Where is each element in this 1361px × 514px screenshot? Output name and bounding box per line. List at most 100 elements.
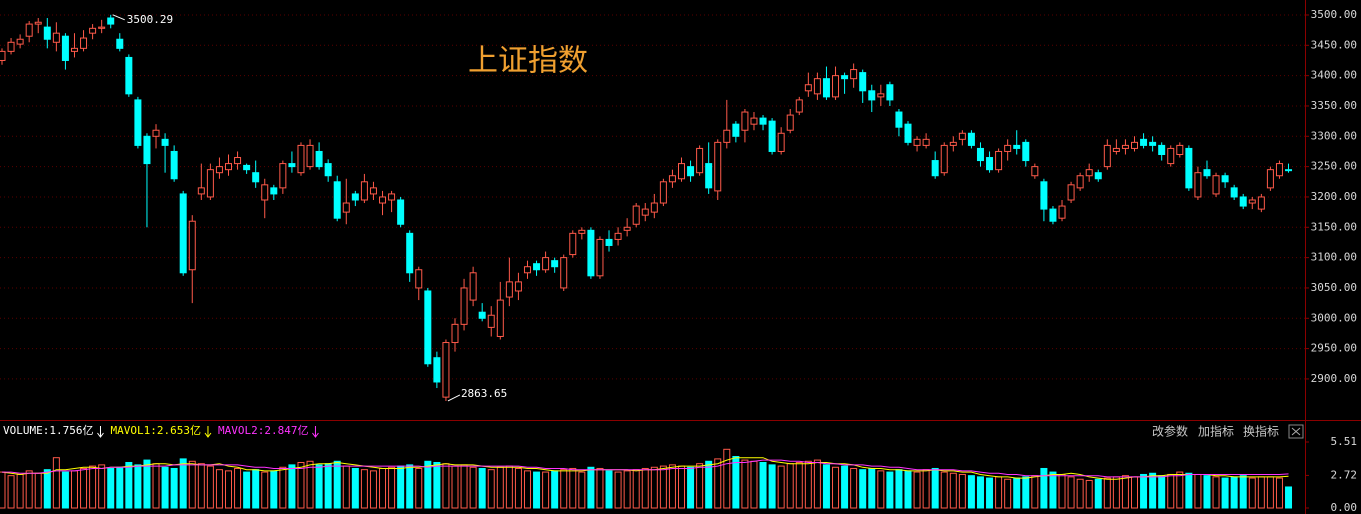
chart-title: 上证指数 <box>468 44 588 79</box>
candle-body <box>442 342 450 398</box>
volume-bar <box>995 476 1003 509</box>
volume-bar <box>1239 475 1247 509</box>
volume-bar <box>560 469 568 509</box>
candle-body <box>895 111 903 128</box>
candle-body <box>279 163 287 189</box>
volume-bar <box>650 466 658 509</box>
toolbar-button[interactable]: 改参数 <box>1152 424 1188 439</box>
candle-body <box>877 93 885 98</box>
toolbar-button[interactable]: 换指标 <box>1243 424 1279 439</box>
volume-bar <box>7 475 15 509</box>
candle-body <box>152 129 160 137</box>
candle-body <box>1275 163 1283 177</box>
candle-body <box>143 135 151 165</box>
candle-body <box>732 123 740 137</box>
y-tick-label: 3300.00 <box>1311 129 1357 142</box>
candle-body <box>225 163 232 171</box>
volume-bar <box>542 471 550 509</box>
candle-body <box>696 147 704 174</box>
candle-body <box>949 141 957 146</box>
candle-body <box>270 187 278 195</box>
y-tick-label: 3350.00 <box>1311 99 1357 112</box>
candle-body <box>1094 172 1102 180</box>
volume-bar <box>514 467 522 509</box>
annotation-arrow <box>447 394 461 402</box>
high-annotation: 3500.29 <box>127 13 173 26</box>
candle-body <box>995 150 1003 171</box>
candle-body <box>1149 141 1157 146</box>
down-arrow-icon <box>97 426 104 438</box>
volume-bar <box>986 477 994 509</box>
candle-body <box>1212 175 1220 195</box>
volume-bar <box>659 465 667 509</box>
candle-body <box>243 164 251 171</box>
candle-body <box>523 266 531 274</box>
volume-bar <box>1248 477 1256 509</box>
volume-bar <box>1085 479 1093 509</box>
volume-bar <box>1004 478 1012 509</box>
volume-bar <box>1022 476 1030 509</box>
candle-body <box>288 163 296 168</box>
volume-bar <box>1031 475 1039 509</box>
volume-bar <box>859 469 867 509</box>
volume-bar <box>804 460 812 509</box>
volume-bar <box>43 469 51 509</box>
candle-body <box>904 123 912 143</box>
candle-body <box>406 232 414 274</box>
volume-bar <box>1176 471 1184 509</box>
candle-body <box>832 75 840 98</box>
volume-bar <box>1221 477 1229 509</box>
toolbar-button[interactable]: 加指标 <box>1198 424 1234 439</box>
candle-body <box>659 181 667 204</box>
candle-body <box>415 269 423 289</box>
volume-bar <box>687 466 695 509</box>
volume-bar <box>1067 476 1075 509</box>
indicator-label: VOLUME:1.756亿 <box>3 424 93 437</box>
y-tick-label: 3100.00 <box>1311 251 1357 264</box>
candle-body <box>922 138 930 146</box>
annotation-arrow <box>112 14 125 21</box>
candle-body <box>1049 208 1057 222</box>
volume-bar <box>1285 486 1293 509</box>
candle-body <box>687 166 695 177</box>
candle-body <box>478 311 486 319</box>
candle-body <box>297 144 305 174</box>
candle-body <box>605 238 613 246</box>
candle-body <box>0 50 6 61</box>
candle-body <box>324 163 332 177</box>
candle-body <box>433 357 441 383</box>
volume-bar <box>1058 473 1066 509</box>
candle-body <box>578 229 586 234</box>
volume-bar <box>1167 473 1175 509</box>
volume-bar <box>143 459 151 509</box>
candle-body <box>668 175 676 183</box>
close-button[interactable] <box>1288 424 1304 439</box>
candle-body <box>61 35 69 61</box>
candle-body <box>759 117 767 125</box>
candle-body <box>587 229 595 277</box>
candle-body <box>750 117 758 125</box>
candle-body <box>931 160 939 177</box>
volume-bar <box>98 464 106 509</box>
volume-bar <box>1266 476 1274 509</box>
candle-body <box>134 99 142 146</box>
volume-bar <box>1040 467 1048 509</box>
candle-body <box>179 193 187 274</box>
candle-body <box>7 41 15 52</box>
candle-body <box>469 272 477 301</box>
candle-body <box>1239 196 1247 207</box>
candle-body <box>397 199 405 225</box>
volume-bar <box>406 464 414 509</box>
volume-bar <box>668 464 676 509</box>
volume-bar <box>1121 475 1129 509</box>
y-tick-label: 3000.00 <box>1311 311 1357 324</box>
candle-body <box>958 132 966 140</box>
candle-body <box>1176 144 1184 155</box>
candle-body <box>505 281 513 298</box>
volume-bar <box>478 467 486 509</box>
y-tick-label: 2900.00 <box>1311 372 1357 385</box>
candle-body <box>569 232 577 256</box>
candle-body <box>650 202 658 213</box>
candle-body <box>850 69 858 80</box>
